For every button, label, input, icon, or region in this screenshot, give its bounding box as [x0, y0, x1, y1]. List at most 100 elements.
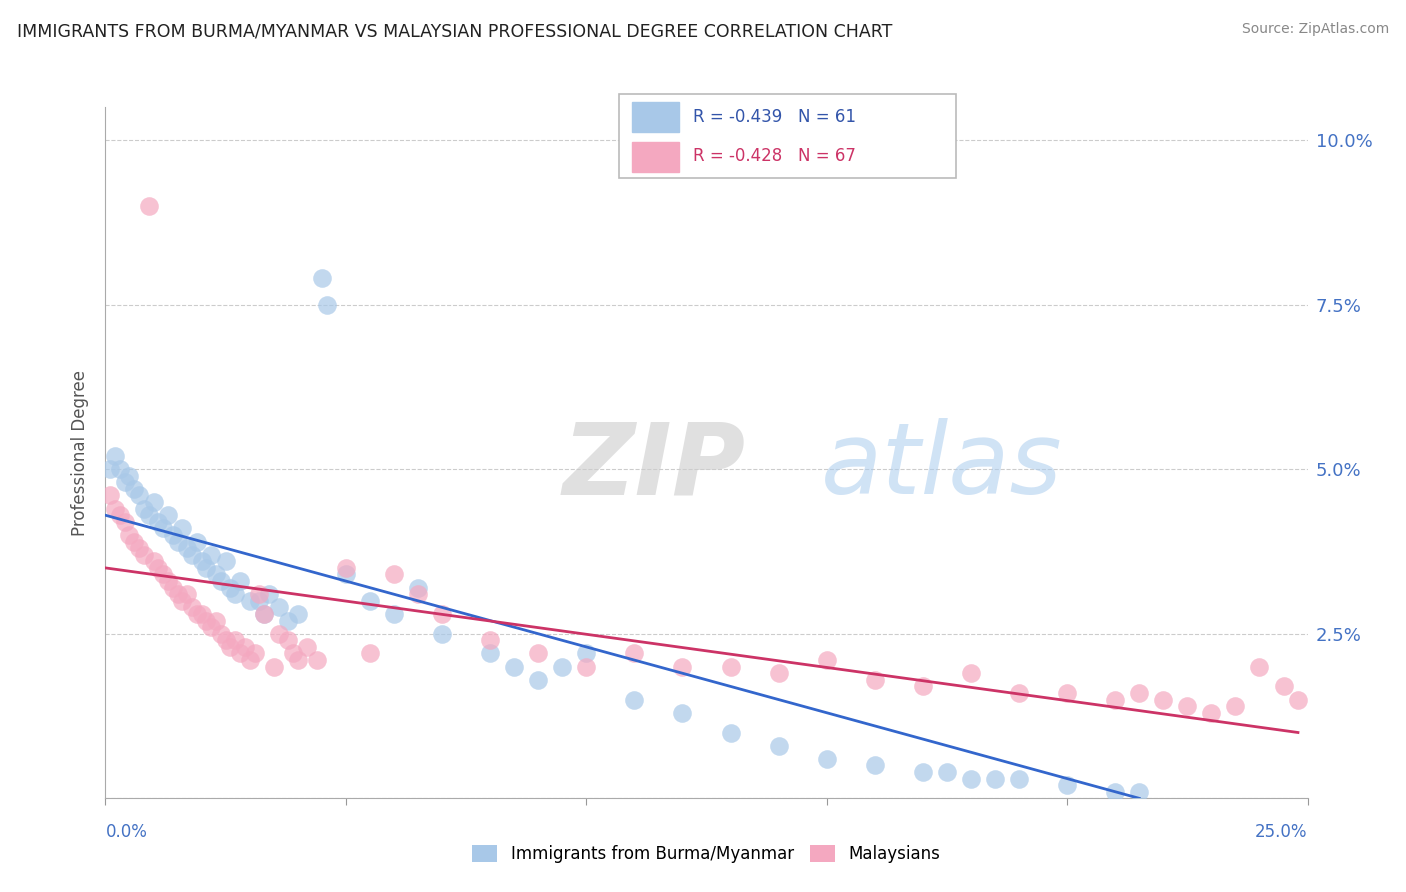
Point — [239, 594, 262, 608]
Point — [224, 587, 246, 601]
Point — [138, 199, 160, 213]
Point — [1104, 692, 1126, 706]
Point — [863, 673, 886, 687]
Point — [267, 626, 290, 640]
Point — [551, 659, 574, 673]
Point — [162, 528, 184, 542]
Point — [960, 666, 983, 681]
Point — [195, 561, 218, 575]
Point — [911, 680, 934, 694]
Bar — [633, 103, 679, 132]
Point — [1201, 706, 1223, 720]
Point — [335, 561, 357, 575]
Point — [142, 554, 165, 568]
Point — [186, 534, 208, 549]
Point — [190, 554, 212, 568]
Point — [219, 640, 242, 654]
Point — [287, 607, 309, 621]
Point — [152, 521, 174, 535]
Point — [382, 607, 405, 621]
Point — [503, 659, 526, 673]
Point — [166, 587, 188, 601]
Point — [267, 600, 290, 615]
Point — [104, 449, 127, 463]
Point — [209, 626, 232, 640]
Point — [281, 647, 304, 661]
Point — [114, 475, 136, 490]
Point — [138, 508, 160, 523]
Point — [195, 614, 218, 628]
Point — [277, 633, 299, 648]
Point — [768, 666, 790, 681]
Point — [108, 462, 131, 476]
Point — [406, 587, 429, 601]
Point — [209, 574, 232, 588]
Point — [1056, 686, 1078, 700]
Point — [406, 581, 429, 595]
Point — [243, 647, 266, 661]
Point — [1128, 785, 1150, 799]
Point — [156, 574, 179, 588]
Point — [132, 548, 155, 562]
Point — [224, 633, 246, 648]
Point — [148, 515, 170, 529]
Point — [768, 739, 790, 753]
Text: R = -0.428   N = 67: R = -0.428 N = 67 — [693, 147, 856, 165]
Point — [1175, 699, 1198, 714]
Point — [263, 659, 285, 673]
Point — [166, 534, 188, 549]
Point — [1056, 778, 1078, 792]
Point — [984, 772, 1007, 786]
Point — [108, 508, 131, 523]
Point — [148, 561, 170, 575]
Point — [156, 508, 179, 523]
Point — [359, 647, 381, 661]
Point — [214, 554, 236, 568]
Point — [214, 633, 236, 648]
Point — [430, 626, 453, 640]
Point — [132, 501, 155, 516]
Point — [1128, 686, 1150, 700]
Point — [247, 587, 270, 601]
Point — [128, 541, 150, 556]
Point — [287, 653, 309, 667]
Text: atlas: atlas — [821, 418, 1063, 515]
Point — [253, 607, 276, 621]
Point — [176, 541, 198, 556]
Point — [142, 495, 165, 509]
Point — [152, 567, 174, 582]
Point — [200, 620, 222, 634]
Point — [186, 607, 208, 621]
Point — [315, 297, 337, 311]
Point — [430, 607, 453, 621]
Point — [911, 764, 934, 779]
Point — [623, 692, 645, 706]
FancyBboxPatch shape — [619, 94, 956, 178]
Point — [247, 594, 270, 608]
Text: R = -0.439   N = 61: R = -0.439 N = 61 — [693, 108, 856, 126]
Point — [335, 567, 357, 582]
Point — [229, 647, 252, 661]
Y-axis label: Professional Degree: Professional Degree — [72, 369, 90, 536]
Point — [623, 647, 645, 661]
Point — [960, 772, 983, 786]
Point — [527, 647, 550, 661]
Text: Source: ZipAtlas.com: Source: ZipAtlas.com — [1241, 22, 1389, 37]
Point — [1286, 692, 1309, 706]
Point — [190, 607, 212, 621]
Point — [181, 548, 204, 562]
Legend: Immigrants from Burma/Myanmar, Malaysians: Immigrants from Burma/Myanmar, Malaysian… — [465, 838, 948, 870]
Point — [128, 488, 150, 502]
Point — [98, 462, 121, 476]
Point — [1225, 699, 1247, 714]
Text: 0.0%: 0.0% — [105, 822, 148, 840]
Point — [172, 521, 194, 535]
Point — [720, 725, 742, 739]
Point — [233, 640, 256, 654]
Point — [479, 647, 502, 661]
Point — [1008, 686, 1031, 700]
Point — [815, 752, 838, 766]
Point — [720, 659, 742, 673]
Point — [239, 653, 262, 667]
Point — [1272, 680, 1295, 694]
